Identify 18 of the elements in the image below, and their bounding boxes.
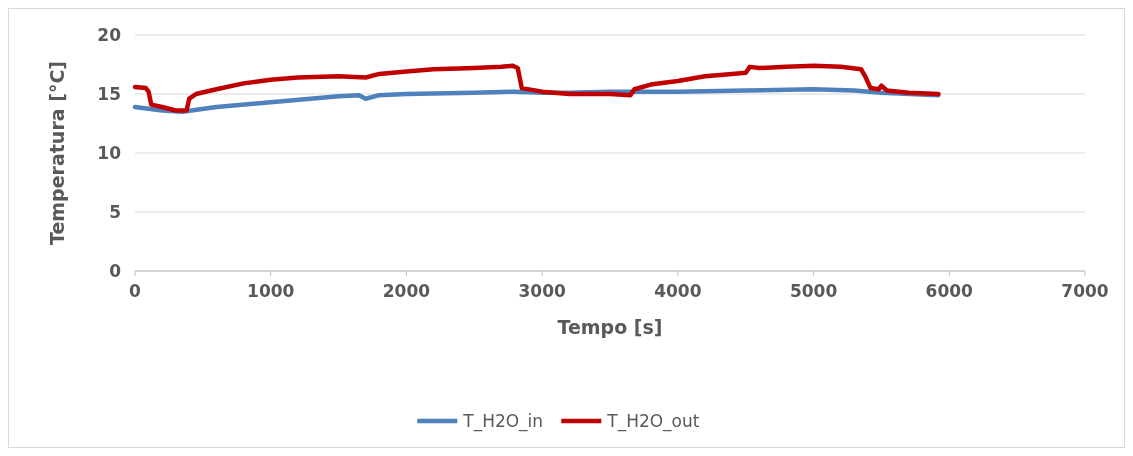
y-tick-label: 10 bbox=[97, 143, 122, 163]
x-tick-label: 6000 bbox=[925, 281, 974, 301]
legend-label: T_H2O_in bbox=[462, 411, 544, 432]
x-tick-label: 0 bbox=[129, 281, 142, 301]
y-axis-title: Temperatura [°C] bbox=[46, 60, 68, 246]
legend-label: T_H2O_out bbox=[606, 411, 700, 432]
y-tick-label: 15 bbox=[97, 84, 121, 104]
y-tick-label: 5 bbox=[109, 202, 121, 222]
x-tick-label: 2000 bbox=[382, 281, 431, 301]
x-tick-label: 1000 bbox=[247, 281, 295, 301]
line-series bbox=[132, 63, 941, 113]
x-tick-label: 3000 bbox=[518, 281, 566, 301]
y-tick-label: 0 bbox=[109, 261, 122, 281]
y-tick-label: 20 bbox=[97, 25, 122, 45]
x-tick-label: 4000 bbox=[654, 281, 702, 301]
x-tick-label: 7000 bbox=[1061, 281, 1109, 301]
x-tick-label: 5000 bbox=[789, 281, 838, 301]
x-axis-title: Tempo [s] bbox=[557, 316, 663, 338]
